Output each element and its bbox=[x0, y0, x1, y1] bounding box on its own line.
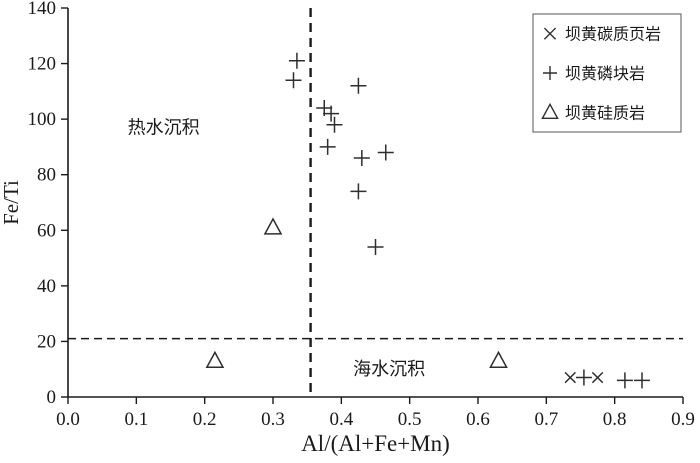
y-tick-label: 0 bbox=[47, 387, 57, 408]
x-tick-label: 0.6 bbox=[466, 409, 490, 430]
plus-marker bbox=[285, 72, 302, 89]
plus-marker bbox=[350, 183, 367, 200]
plus-marker bbox=[326, 116, 343, 133]
plus-marker bbox=[367, 238, 384, 255]
x-tick-label: 0.5 bbox=[398, 409, 422, 430]
x-tick-label: 0.9 bbox=[671, 409, 695, 430]
x-axis-title: Al/(Al+Fe+Mn) bbox=[301, 431, 450, 456]
y-axis-title: Fe/Ti bbox=[0, 180, 23, 225]
x-tick-label: 0.7 bbox=[534, 409, 558, 430]
triangle-marker bbox=[541, 102, 559, 120]
triangle-marker bbox=[205, 350, 225, 369]
x-tick-label: 0.1 bbox=[124, 409, 148, 430]
x-tick-label: 0.8 bbox=[603, 409, 627, 430]
plus-marker bbox=[575, 369, 592, 386]
x-marker bbox=[564, 371, 576, 384]
y-tick-label: 20 bbox=[37, 331, 56, 352]
y-tick-label: 120 bbox=[28, 54, 57, 75]
y-tick-label: 80 bbox=[37, 165, 56, 186]
y-tick-label: 60 bbox=[37, 220, 56, 241]
x-tick-label: 0.4 bbox=[329, 409, 353, 430]
x-tick-label: 0.3 bbox=[261, 409, 285, 430]
plus-marker bbox=[353, 150, 370, 167]
triangle-marker bbox=[489, 350, 508, 369]
triangle-marker bbox=[263, 217, 283, 235]
annotation-label: 热水沉积 bbox=[128, 117, 200, 137]
plus-marker bbox=[543, 66, 557, 80]
plus-marker bbox=[288, 52, 305, 69]
plus-marker bbox=[634, 372, 650, 389]
legend-label: 坝黄硅质岩 bbox=[565, 104, 645, 122]
plus-marker bbox=[616, 372, 633, 389]
x-tick-label: 0.0 bbox=[56, 409, 80, 430]
plus-marker bbox=[377, 144, 394, 161]
legend-label: 坝黄碳质页岩 bbox=[565, 26, 661, 44]
plus-marker bbox=[350, 77, 367, 94]
y-tick-label: 40 bbox=[37, 276, 56, 297]
annotation-label: 海水沉积 bbox=[353, 359, 425, 379]
x-marker bbox=[591, 371, 604, 384]
legend-box bbox=[532, 13, 682, 133]
plus-marker bbox=[319, 138, 336, 155]
plus-marker bbox=[323, 105, 340, 122]
x-tick-label: 0.2 bbox=[193, 409, 217, 430]
x-marker bbox=[543, 27, 557, 40]
y-tick-label: 140 bbox=[28, 0, 57, 19]
y-tick-label: 100 bbox=[28, 109, 57, 130]
legend-label: 坝黄磷块岩 bbox=[565, 65, 645, 83]
